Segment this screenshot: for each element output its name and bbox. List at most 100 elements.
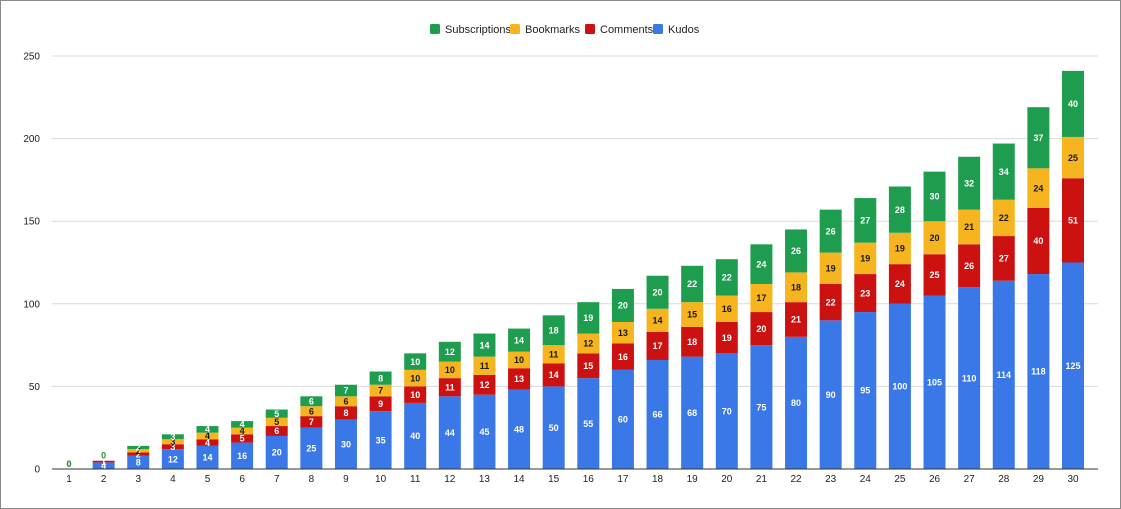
bar-bookmarks-15 (542, 345, 565, 364)
bar-comments-6 (231, 434, 254, 443)
bar-comments-8 (300, 416, 323, 428)
data-label-kudos-8: 25 (306, 444, 316, 454)
data-label-kudos-20: 70 (722, 406, 732, 416)
bar-kudos-9 (334, 419, 357, 469)
bar-kudos-10 (369, 411, 392, 469)
x-tick-label-11: 11 (410, 474, 421, 485)
bar-subscriptions-30 (1062, 70, 1084, 137)
data-label-bookmarks-16: 12 (583, 339, 593, 349)
bar-comments-21 (750, 312, 773, 346)
bar-subscriptions-5 (196, 426, 219, 433)
data-label-bookmarks-11: 10 (410, 373, 420, 383)
bar-subscriptions-3 (127, 445, 150, 450)
bar-kudos-3 (127, 455, 150, 469)
data-label-subscriptions-23: 26 (826, 226, 836, 236)
bar-kudos-8 (300, 427, 323, 469)
x-tick-label-5: 5 (205, 474, 211, 485)
data-label-comments-19: 18 (687, 337, 697, 347)
bar-subscriptions-23 (819, 209, 842, 253)
data-label-comments-29: 40 (1033, 236, 1043, 246)
data-label-comments-20: 19 (722, 333, 732, 343)
data-label-subscriptions-18: 20 (653, 287, 663, 297)
x-tick-label-1: 1 (66, 474, 72, 485)
data-label-subscriptions-15: 18 (549, 325, 559, 335)
data-label-kudos-16: 55 (583, 419, 593, 429)
data-label-subscriptions-9: 7 (343, 386, 348, 396)
data-label-comments-30: 51 (1068, 216, 1078, 226)
legend-swatch-kudos (653, 24, 663, 34)
bar-kudos-4 (161, 449, 184, 469)
bar-bookmarks-6 (231, 427, 254, 435)
bar-comments-4 (161, 444, 184, 450)
bar-comments-17 (611, 343, 634, 370)
data-label-subscriptions-28: 34 (999, 167, 1009, 177)
bar-comments-19 (681, 326, 704, 357)
data-label-comments-22: 21 (791, 315, 801, 325)
data-label-subscriptions-25: 28 (895, 205, 905, 215)
data-label-comments-3: 2 (136, 449, 141, 459)
x-tick-label-16: 16 (583, 474, 595, 485)
data-label-kudos-15: 50 (549, 423, 559, 433)
data-label-comments-1: 0 (66, 459, 71, 469)
bar-kudos-5 (196, 445, 219, 469)
bar-kudos-7 (265, 435, 288, 469)
data-label-kudos-21: 75 (756, 402, 766, 412)
data-label-bookmarks-14: 10 (514, 355, 524, 365)
bar-comments-24 (854, 274, 877, 313)
data-label-comments-13: 12 (479, 380, 489, 390)
x-tick-label-29: 29 (1033, 474, 1045, 485)
data-label-subscriptions-29: 37 (1033, 133, 1043, 143)
bar-bookmarks-21 (750, 283, 773, 313)
bar-comments-25 (888, 264, 911, 304)
bar-comments-16 (577, 353, 600, 379)
bar-comments-30 (1062, 178, 1084, 263)
data-label-comments-5: 4 (205, 438, 210, 448)
x-tick-label-10: 10 (375, 474, 387, 485)
data-label-subscriptions-4: 3 (170, 432, 175, 442)
bar-subscriptions-24 (854, 198, 877, 243)
data-label-kudos-17: 60 (618, 415, 628, 425)
bar-bookmarks-7 (265, 417, 288, 427)
data-label-kudos-11: 40 (410, 431, 420, 441)
bar-kudos-19 (681, 356, 704, 469)
bar-subscriptions-8 (300, 396, 323, 407)
y-tick-label-200: 200 (23, 134, 40, 145)
bar-subscriptions-19 (681, 265, 704, 303)
data-label-comments-6: 5 (240, 434, 245, 444)
data-label-comments-18: 17 (653, 341, 663, 351)
data-label-kudos-6: 16 (237, 451, 247, 461)
bar-kudos-28 (992, 280, 1015, 469)
bar-bookmarks-11 (404, 369, 427, 387)
data-label-kudos-26: 105 (927, 377, 942, 387)
data-label-kudos-19: 68 (687, 408, 697, 418)
bar-comments-14 (508, 368, 531, 390)
x-tick-label-25: 25 (894, 474, 906, 485)
data-label-kudos-18: 66 (653, 410, 663, 420)
bar-subscriptions-27 (958, 156, 981, 210)
x-tick-label-2: 2 (101, 474, 107, 485)
data-label-bookmarks-19: 15 (687, 310, 697, 320)
bar-kudos-6 (231, 442, 254, 469)
bar-comments-28 (992, 236, 1015, 281)
bar-bookmarks-27 (958, 209, 981, 245)
bar-kudos-15 (542, 386, 565, 469)
bar-bookmarks-5 (196, 432, 219, 440)
data-label-comments-11: 10 (410, 390, 420, 400)
data-label-kudos-4: 12 (168, 454, 178, 464)
legend-label-subscriptions: Subscriptions (445, 24, 512, 36)
legend-label-bookmarks: Bookmarks (525, 24, 581, 36)
data-label-bookmarks-7: 5 (274, 417, 279, 427)
bar-kudos-18 (646, 359, 669, 469)
data-label-subscriptions-5: 4 (205, 425, 210, 435)
data-label-bookmarks-2: 0 (101, 451, 106, 461)
legend-swatch-subscriptions (430, 24, 440, 34)
data-label-bookmarks-5: 4 (205, 431, 210, 441)
bar-comments-18 (646, 331, 669, 360)
x-tick-label-21: 21 (756, 474, 768, 485)
legend-swatch-comments (585, 24, 595, 34)
bar-comments-26 (923, 254, 946, 296)
bar-bookmarks-17 (611, 321, 634, 344)
data-label-subscriptions-16: 19 (583, 313, 593, 323)
bar-comments-7 (265, 426, 288, 436)
data-label-bookmarks-20: 16 (722, 304, 732, 314)
